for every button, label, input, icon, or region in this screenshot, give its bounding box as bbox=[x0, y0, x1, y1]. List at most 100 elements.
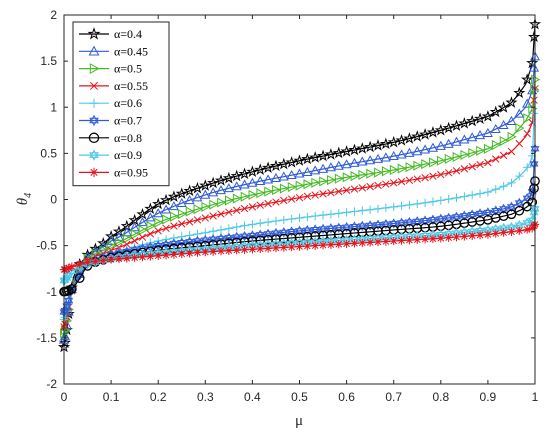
data-point bbox=[515, 139, 524, 148]
data-point bbox=[444, 233, 453, 242]
data-point bbox=[483, 230, 493, 239]
data-point bbox=[169, 250, 179, 259]
data-point bbox=[74, 273, 85, 283]
data-point bbox=[279, 183, 290, 194]
data-point bbox=[437, 170, 445, 179]
data-point bbox=[294, 168, 305, 178]
legend: α=0.4 α=0.45 α=0.5 α=0.55 α=0.6 α=0.7 α=0.8 α=0… bbox=[72, 21, 170, 187]
data-point bbox=[499, 151, 508, 160]
data-point bbox=[63, 285, 74, 296]
data-point bbox=[514, 197, 524, 209]
legend-marker bbox=[89, 63, 100, 75]
data-point bbox=[91, 257, 100, 266]
data-point bbox=[122, 233, 133, 244]
data-point bbox=[326, 240, 336, 249]
data-point bbox=[318, 240, 328, 250]
data-point bbox=[444, 153, 454, 164]
data-point bbox=[272, 198, 280, 206]
y-tick-label: -1 bbox=[46, 285, 57, 299]
data-point bbox=[498, 119, 509, 130]
data-point bbox=[380, 152, 391, 162]
data-point bbox=[311, 177, 321, 188]
data-point bbox=[161, 250, 171, 260]
data-point bbox=[379, 137, 392, 150]
data-point bbox=[491, 205, 501, 216]
data-point bbox=[419, 128, 432, 140]
data-point bbox=[381, 237, 391, 246]
data-point bbox=[467, 209, 477, 220]
legend-item: α=0.5 bbox=[79, 62, 142, 76]
data-point bbox=[529, 109, 539, 118]
data-point bbox=[280, 196, 288, 205]
legend-item: α=0.9 bbox=[79, 148, 142, 162]
data-point bbox=[216, 225, 226, 235]
y-axis-title-sub: 4 bbox=[23, 193, 34, 198]
data-point bbox=[222, 171, 235, 184]
data-point bbox=[278, 171, 289, 181]
legend-label: α=0.95 bbox=[114, 165, 148, 179]
legend-item: α=0.7 bbox=[79, 114, 142, 128]
data-point bbox=[342, 239, 351, 248]
data-point bbox=[342, 186, 351, 194]
data-point bbox=[499, 135, 509, 147]
data-point bbox=[247, 177, 258, 187]
data-point bbox=[527, 215, 537, 226]
tick-layer: 0 0.1 0.2 0.3 0.4 0.5 0.6 0.7 0.8 0.9 1 -2 -1.5 -1 -0.… bbox=[36, 8, 538, 404]
data-point bbox=[429, 172, 437, 180]
data-point bbox=[429, 157, 439, 168]
data-point bbox=[319, 190, 327, 198]
legend-label: α=0.9 bbox=[114, 148, 142, 162]
data-point bbox=[193, 204, 203, 215]
data-point bbox=[506, 201, 516, 213]
data-point bbox=[349, 157, 360, 167]
data-point bbox=[507, 178, 516, 188]
data-point bbox=[451, 211, 462, 223]
data-point bbox=[397, 177, 406, 186]
data-point bbox=[130, 229, 140, 240]
data-point bbox=[311, 191, 319, 199]
data-point bbox=[246, 165, 259, 178]
data-point bbox=[216, 233, 226, 244]
data-point bbox=[64, 270, 74, 281]
data-point bbox=[426, 126, 440, 138]
data-point bbox=[468, 231, 477, 240]
data-point bbox=[412, 146, 423, 156]
data-point bbox=[365, 205, 375, 214]
data-point bbox=[64, 295, 74, 306]
data-point bbox=[515, 123, 525, 134]
data-point bbox=[199, 179, 212, 191]
data-point bbox=[129, 222, 140, 232]
data-point bbox=[444, 194, 453, 204]
data-point bbox=[405, 176, 414, 185]
data-point bbox=[460, 149, 470, 160]
data-point bbox=[303, 241, 312, 251]
data-point bbox=[529, 221, 539, 230]
data-point bbox=[287, 214, 296, 224]
data-point bbox=[468, 190, 477, 200]
legend-item: α=0.8 bbox=[79, 131, 142, 145]
data-point bbox=[357, 156, 368, 166]
data-point bbox=[240, 191, 250, 202]
data-point bbox=[138, 225, 148, 236]
data-point bbox=[136, 207, 149, 220]
data-point bbox=[458, 117, 471, 129]
data-point bbox=[177, 232, 186, 241]
data-point bbox=[270, 172, 281, 182]
data-point bbox=[492, 155, 500, 163]
data-point bbox=[497, 101, 510, 113]
data-point bbox=[460, 192, 469, 201]
data-point bbox=[482, 127, 493, 137]
data-point bbox=[513, 86, 526, 99]
data-point bbox=[444, 212, 454, 224]
data-point bbox=[238, 167, 251, 180]
data-point bbox=[256, 188, 266, 199]
data-point bbox=[208, 187, 219, 197]
data-point bbox=[146, 230, 155, 238]
data-point bbox=[452, 193, 461, 203]
data-point bbox=[264, 199, 272, 208]
data-point bbox=[365, 238, 375, 247]
data-point bbox=[515, 226, 524, 235]
data-point bbox=[159, 193, 173, 206]
data-point bbox=[428, 234, 438, 243]
data-point bbox=[255, 175, 266, 186]
